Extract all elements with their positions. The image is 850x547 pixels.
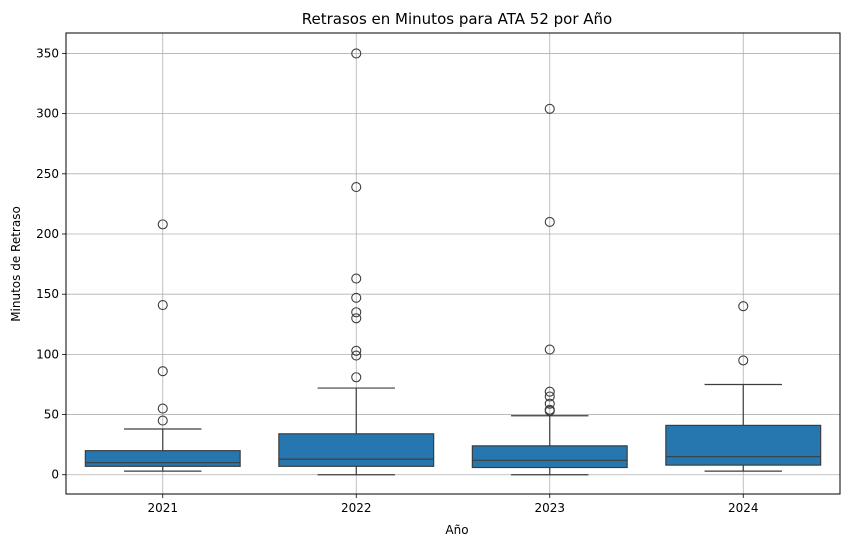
outlier-point: [351, 307, 362, 318]
outlier-point: [544, 103, 555, 114]
y-tick-label: 0: [51, 468, 59, 482]
y-tick-label: 200: [36, 227, 59, 241]
outlier-point: [157, 415, 168, 426]
y-tick-label: 350: [36, 46, 59, 60]
y-tick-label: 250: [36, 167, 59, 181]
outlier-point: [157, 366, 168, 377]
box-2022: [278, 48, 435, 476]
outlier-point: [544, 344, 555, 355]
y-tick-label: 150: [36, 287, 59, 301]
outlier-point: [351, 292, 362, 303]
plot-frame: [65, 32, 841, 495]
outlier-point: [544, 398, 555, 409]
outlier-point: [351, 345, 362, 356]
outlier-point: [157, 299, 168, 311]
boxes-layer: [84, 48, 822, 476]
outlier-point: [157, 219, 168, 230]
outlier-point: [157, 403, 168, 414]
outlier-point: [351, 273, 362, 284]
y-tick-label: 100: [36, 347, 59, 361]
grid-lines: [66, 33, 840, 494]
outlier-point: [544, 404, 555, 415]
iqr-box: [665, 424, 822, 466]
y-tick-label: 50: [44, 408, 59, 422]
outlier-point: [738, 355, 749, 366]
box-2023: [471, 103, 628, 476]
iqr-box: [84, 450, 241, 467]
outlier-point: [351, 182, 362, 193]
outlier-point: [351, 372, 362, 383]
y-axis-label: Minutos de Retraso: [9, 206, 23, 322]
iqr-box: [278, 433, 435, 467]
x-tick-label: 2022: [341, 501, 372, 515]
x-axis-label: Año: [445, 523, 468, 537]
x-tick-label: 2021: [147, 501, 178, 515]
y-tick-label: 300: [36, 107, 59, 121]
box-2024: [665, 301, 822, 472]
outlier-point: [738, 301, 749, 312]
box-2021: [84, 219, 241, 472]
outlier-point: [351, 48, 362, 59]
x-tick-label: 2023: [534, 501, 565, 515]
y-axis-ticks: 0 50 100 150 200 250 300 350: [36, 46, 66, 482]
chart-title: Retrasos en Minutos para ATA 52 por Año: [302, 10, 612, 28]
outlier-point: [544, 386, 555, 397]
outlier-point: [544, 391, 555, 402]
outlier-point: [544, 216, 555, 228]
outlier-point: [351, 313, 362, 324]
x-tick-label: 2024: [728, 501, 759, 515]
outlier-point: [351, 350, 362, 361]
x-axis-ticks: 2021 2022 2023 2024: [147, 494, 759, 515]
iqr-box: [471, 445, 628, 469]
